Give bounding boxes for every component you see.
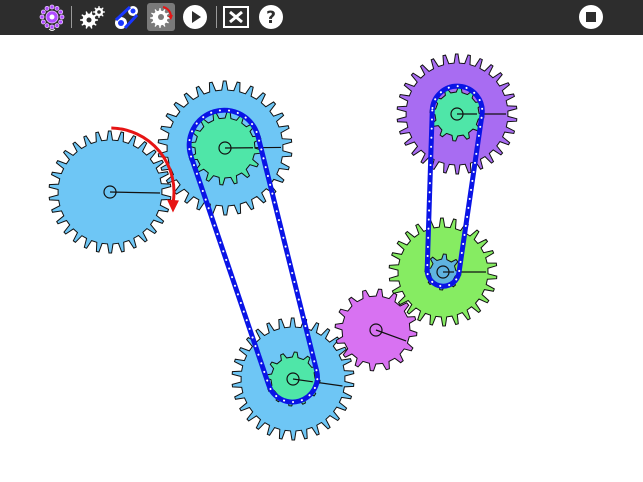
close-box-icon[interactable] [222, 3, 250, 31]
gears-icon[interactable] [79, 3, 107, 31]
rotation-direction-indicator [111, 126, 179, 213]
toolbar-separator [216, 6, 217, 28]
svg-text:?: ? [266, 8, 276, 28]
gear-g3[interactable] [187, 110, 263, 186]
chain-left[interactable] [186, 107, 320, 405]
gear-g6[interactable] [334, 288, 418, 372]
toolbar-separator [71, 6, 72, 28]
stop-icon[interactable] [577, 3, 605, 31]
rotate-gear-icon[interactable] [147, 3, 175, 31]
chain-icon[interactable] [113, 3, 141, 31]
play-icon[interactable] [181, 3, 209, 31]
gear-burst-icon[interactable] [38, 3, 66, 31]
toolbar: ? [0, 0, 643, 35]
gear-g5[interactable] [265, 351, 321, 407]
gear-canvas[interactable] [0, 35, 643, 482]
help-icon[interactable]: ? [257, 3, 285, 31]
gear-g8[interactable] [429, 86, 485, 142]
chain-right[interactable] [424, 83, 485, 289]
gear-g1[interactable] [48, 130, 172, 254]
